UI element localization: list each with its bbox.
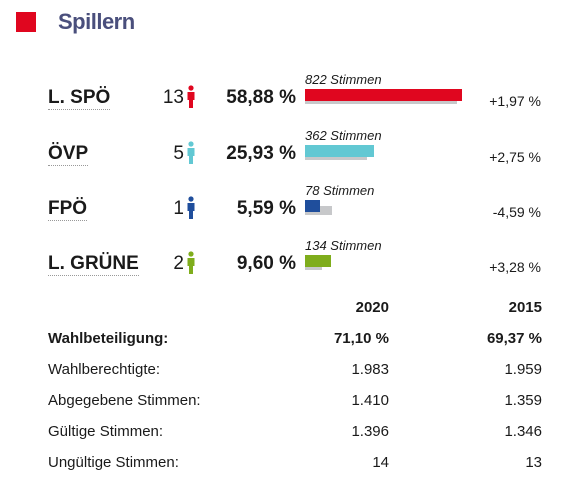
stat-label: Wahlberechtigte: [48,361,161,378]
change-percent: +2,75 % [489,149,541,165]
table-row: Wahlbeteiligung: 71,10 % 69,37 % [48,324,542,355]
person-icon [187,85,195,108]
party-row: ÖVP 5 25,93 % 362 Stimmen +2,75 % [0,128,570,177]
seat-count: 1 [173,198,184,219]
party-row: L. SPÖ 13 58,88 % 822 Stimmen +1,97 % [0,72,570,121]
votes-label: 362 Stimmen [305,128,382,143]
stat-value-2020: 1.410 [351,392,389,409]
stat-value-2020: 71,10 % [333,330,389,347]
party-name[interactable]: L. GRÜNE [48,253,139,276]
stat-value-2015: 69,37 % [486,330,542,347]
party-row: L. GRÜNE 2 9,60 % 134 Stimmen +3,28 % [0,238,570,287]
bar-area [305,145,465,163]
vote-percent: 5,59 % [236,198,296,219]
stat-value-2020: 1.983 [351,361,389,378]
bar-area [305,89,465,107]
party-name[interactable]: L. SPÖ [48,87,111,110]
bar-2020 [305,145,375,157]
bar-2020 [305,255,331,267]
table-row: Gültige Stimmen: 1.396 1.346 [48,417,542,448]
stat-label: Ungültige Stimmen: [48,454,179,471]
table-row: Ungültige Stimmen: 14 13 [48,448,542,479]
bar-area [305,255,465,273]
stats-header-row: 2020 2015 [48,293,542,324]
vote-percent: 58,88 % [226,87,296,108]
change-percent: +3,28 % [489,259,541,275]
stat-value-2015: 13 [525,454,542,471]
stat-label: Gültige Stimmen: [48,423,164,440]
votes-label: 822 Stimmen [305,72,382,87]
bar-area [305,200,465,218]
vote-percent: 25,93 % [226,143,296,164]
stat-value-2015: 1.346 [504,423,542,440]
stat-value-2020: 14 [372,454,389,471]
vote-percent: 9,60 % [236,253,296,274]
stat-label: Wahlbeteiligung: [48,330,169,347]
seat-count: 2 [173,253,184,274]
stat-value-2015: 1.359 [504,392,542,409]
stat-value-2015: 1.959 [504,361,542,378]
year-2020-header: 2020 [355,299,389,316]
bar-2020 [305,89,462,101]
stat-value-2020: 1.396 [351,423,389,440]
person-icon [187,196,195,219]
table-row: Abgegebene Stimmen: 1.410 1.359 [48,386,542,417]
person-icon [187,251,195,274]
change-percent: +1,97 % [489,93,541,109]
seat-count: 5 [173,143,184,164]
stat-label: Abgegebene Stimmen: [48,392,201,409]
header: Spillern [16,8,135,36]
page-title: Spillern [58,9,135,34]
party-name[interactable]: ÖVP [48,143,89,166]
party-name[interactable]: FPÖ [48,198,88,221]
year-2015-header: 2015 [508,299,542,316]
votes-label: 134 Stimmen [305,238,382,253]
votes-label: 78 Stimmen [305,183,375,198]
table-row: Wahlberechtigte: 1.983 1.959 [48,355,542,386]
person-icon [187,141,195,164]
change-percent: -4,59 % [492,204,541,220]
bar-2020 [305,200,320,212]
red-square-icon [16,12,36,32]
party-row: FPÖ 1 5,59 % 78 Stimmen -4,59 % [0,183,570,232]
stats-table: 2020 2015 Wahlbeteiligung: 71,10 % 69,37… [48,293,542,479]
seat-count: 13 [162,87,184,108]
